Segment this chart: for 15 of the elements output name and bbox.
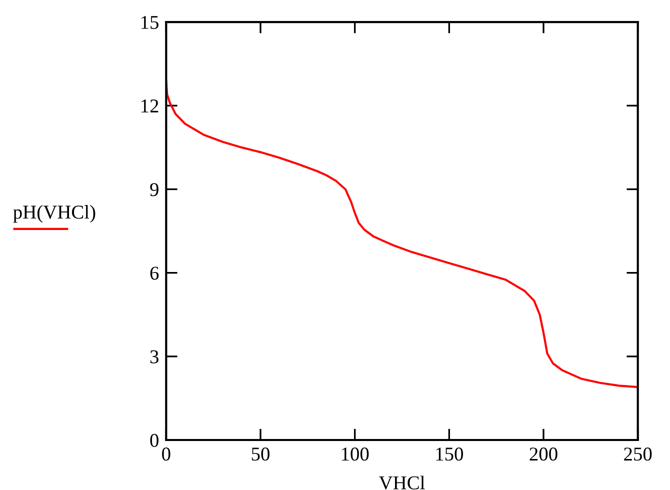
y-tick-label: 9 xyxy=(150,183,158,196)
x-axis-title: VHCl xyxy=(378,476,425,490)
x-tick-label: 50 xyxy=(252,448,270,461)
y-tick-label: 3 xyxy=(150,350,158,364)
y-tick-label: 12 xyxy=(141,100,158,112)
x-tick-label: 150 xyxy=(436,448,464,461)
y-tick-label: 0 xyxy=(150,434,158,447)
line-series xyxy=(166,80,638,388)
y-axis-title: pH(VHCl) xyxy=(13,205,96,223)
y-tick-label: 6 xyxy=(150,266,159,280)
x-tick-label: 0 xyxy=(162,448,170,461)
x-tick-label: 250 xyxy=(624,448,652,461)
x-tick-label: 200 xyxy=(530,448,558,461)
y-tick-label: 15 xyxy=(141,16,158,29)
x-tick-label: 100 xyxy=(342,448,369,461)
